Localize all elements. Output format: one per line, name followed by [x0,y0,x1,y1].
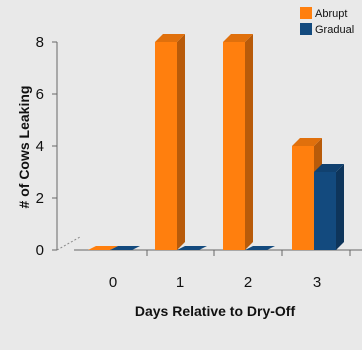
bar-zero [110,246,140,250]
tick-labels: 0 2 4 6 8 0 1 2 3 [36,34,322,291]
y-tick-label: 6 [36,86,44,103]
bar-gradual [245,246,275,250]
bar-top [292,138,322,146]
bar-top [155,34,185,42]
bar-side [177,34,185,250]
y-tick-label: 4 [36,138,44,155]
y-tick-label: 8 [36,34,44,51]
y-tick-label: 2 [36,190,44,207]
bar-zero [177,246,207,250]
y-tick-label: 0 [36,242,44,259]
bar-abrupt [223,34,253,250]
bars [88,34,344,250]
bar-zero [88,246,118,250]
bar-abrupt [155,34,185,250]
x-tick-label: 2 [244,274,252,291]
bar-front [223,42,245,250]
y-axis-title: # of Cows Leaking [16,86,32,209]
bar-side [245,34,253,250]
bar-abrupt [88,246,118,250]
legend-label-gradual: Gradual [315,24,354,36]
x-tick-label: 3 [313,274,321,291]
bar-front [155,42,177,250]
bar-zero [245,246,275,250]
x-tick-label: 0 [109,274,117,291]
bar-side [336,164,344,250]
legend-swatch-gradual [300,23,312,35]
bar-gradual [314,164,344,250]
legend-swatch-abrupt [300,7,312,19]
bar-top [223,34,253,42]
bar-front [314,172,336,250]
bar-gradual [177,246,207,250]
legend: Abrupt Gradual [300,7,354,36]
legend-label-abrupt: Abrupt [315,8,347,20]
x-axis-title: Days Relative to Dry-Off [135,303,296,319]
bar-gradual [110,246,140,250]
x-tick-label: 1 [176,274,184,291]
floor-edge [56,236,81,251]
bar-top [314,164,344,172]
bar-front [292,146,314,250]
